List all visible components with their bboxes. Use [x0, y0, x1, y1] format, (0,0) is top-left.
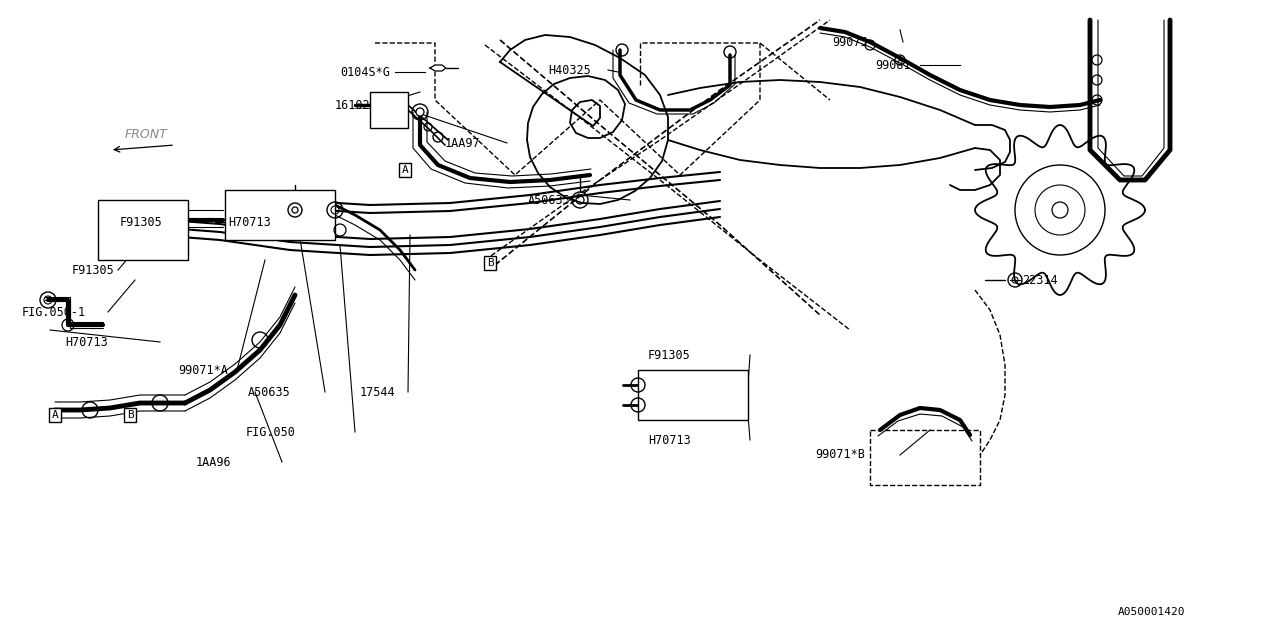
- Text: H70713: H70713: [65, 335, 108, 349]
- Text: 16102: 16102: [335, 99, 371, 111]
- Bar: [370, 92, 408, 128]
- Text: H70713: H70713: [648, 433, 691, 447]
- Text: FIG.050-1: FIG.050-1: [22, 305, 86, 319]
- Text: B: B: [486, 258, 493, 268]
- Text: 99071*A: 99071*A: [178, 364, 228, 376]
- Text: 99071*B: 99071*B: [815, 449, 865, 461]
- Circle shape: [416, 108, 424, 116]
- Text: A: A: [402, 165, 408, 175]
- Text: F91305: F91305: [72, 264, 115, 276]
- Bar: [99, 200, 188, 260]
- Text: A050001420: A050001420: [1117, 607, 1185, 617]
- Text: 17544: 17544: [360, 385, 396, 399]
- Text: H70713: H70713: [228, 216, 271, 228]
- Text: FIG.050: FIG.050: [246, 426, 296, 438]
- Bar: [225, 190, 335, 240]
- Text: F91305: F91305: [648, 349, 691, 362]
- Polygon shape: [430, 65, 445, 71]
- Text: 99075: 99075: [832, 35, 868, 49]
- Text: FRONT: FRONT: [125, 128, 168, 141]
- Text: F91305: F91305: [120, 216, 163, 228]
- Text: A50635: A50635: [529, 193, 571, 207]
- Text: 22314: 22314: [1021, 273, 1057, 287]
- Bar: [637, 370, 748, 420]
- Text: H40325: H40325: [548, 63, 591, 77]
- Text: 1AA97: 1AA97: [445, 136, 480, 150]
- Text: A: A: [51, 410, 59, 420]
- Text: B: B: [127, 410, 133, 420]
- Text: A50635: A50635: [248, 385, 291, 399]
- Circle shape: [1052, 202, 1068, 218]
- Text: 99081: 99081: [876, 58, 910, 72]
- Text: 1AA96: 1AA96: [196, 456, 232, 468]
- Text: 0104S*G: 0104S*G: [340, 65, 390, 79]
